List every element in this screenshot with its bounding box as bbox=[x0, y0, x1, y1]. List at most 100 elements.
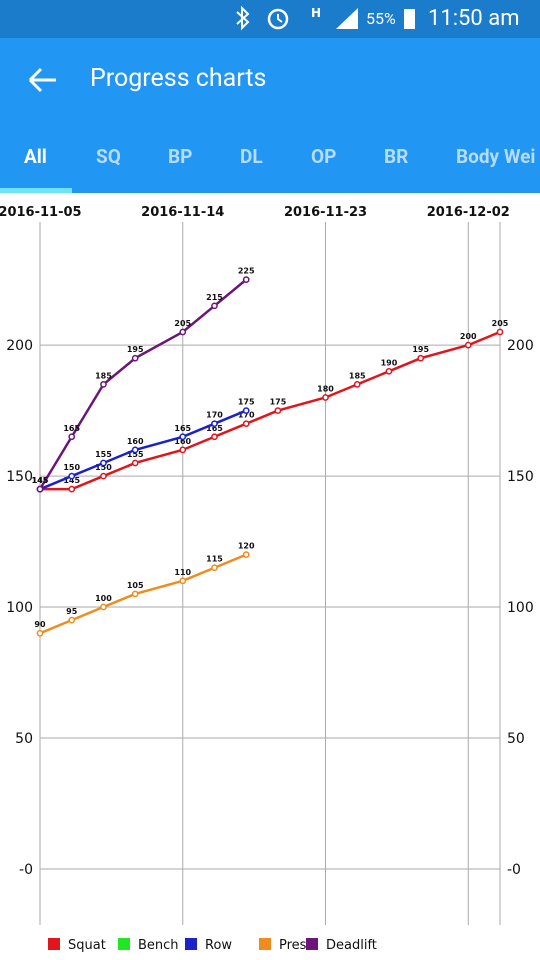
y-tick-label: 200 bbox=[6, 338, 33, 354]
data-point bbox=[353, 381, 361, 388]
data-label: 100 bbox=[95, 594, 112, 603]
legend-swatch bbox=[306, 938, 318, 950]
x-tick-label: 2016-11-05 bbox=[0, 205, 82, 220]
data-label: 185 bbox=[349, 371, 366, 380]
data-point bbox=[211, 302, 218, 310]
y-tick-label: 50 bbox=[15, 731, 33, 747]
data-point bbox=[36, 629, 44, 637]
data-point bbox=[242, 551, 250, 558]
data-point bbox=[179, 577, 187, 585]
data-point bbox=[100, 381, 107, 388]
back-button[interactable] bbox=[24, 60, 64, 100]
data-point bbox=[131, 459, 139, 467]
y-tick-label-right: -0 bbox=[507, 862, 521, 878]
data-point bbox=[131, 446, 139, 454]
data-point bbox=[274, 407, 282, 414]
network-type: H bbox=[311, 6, 321, 20]
data-point bbox=[211, 564, 218, 572]
legend-swatch bbox=[185, 938, 197, 950]
data-point bbox=[242, 276, 250, 283]
data-label: 175 bbox=[238, 398, 255, 407]
clock: 11:50 am bbox=[428, 6, 520, 31]
tab[interactable]: BR bbox=[384, 145, 409, 168]
tab[interactable]: BP bbox=[168, 145, 193, 168]
data-label: 105 bbox=[127, 581, 144, 590]
data-label: 160 bbox=[127, 437, 144, 446]
data-label: 120 bbox=[238, 542, 255, 551]
x-tick-label: 2016-11-14 bbox=[141, 205, 224, 220]
battery-icon bbox=[404, 9, 415, 29]
data-label: 190 bbox=[381, 358, 398, 367]
data-label: 185 bbox=[95, 371, 112, 380]
data-point bbox=[417, 354, 425, 362]
battery-level: 55% bbox=[366, 9, 396, 28]
data-point bbox=[211, 420, 218, 428]
tab[interactable]: SQ bbox=[96, 145, 121, 168]
tab-indicator bbox=[0, 188, 72, 193]
y-tick-label-right: 100 bbox=[507, 600, 534, 616]
legend-label: Bench bbox=[138, 938, 179, 953]
data-point bbox=[179, 328, 187, 336]
legend-swatch bbox=[118, 938, 130, 950]
tab[interactable]: OP bbox=[311, 145, 337, 168]
y-tick-label-right: 200 bbox=[507, 338, 534, 354]
y-tick-label-right: 150 bbox=[507, 469, 534, 485]
signal-icon bbox=[336, 8, 358, 29]
data-point bbox=[131, 590, 139, 598]
data-label: 170 bbox=[238, 411, 255, 420]
legend-label: Squat bbox=[68, 938, 106, 953]
y-tick-label: 100 bbox=[6, 600, 33, 616]
series-line bbox=[40, 330, 501, 491]
y-tick-label-right: 50 bbox=[507, 731, 525, 747]
data-point bbox=[68, 433, 76, 441]
data-label: 150 bbox=[95, 463, 112, 472]
alarm-icon bbox=[267, 8, 289, 30]
data-label: 225 bbox=[238, 267, 255, 276]
bluetooth-icon bbox=[236, 5, 250, 31]
data-label: 90 bbox=[34, 620, 46, 629]
data-point bbox=[242, 407, 250, 414]
tab[interactable]: DL bbox=[240, 145, 263, 168]
data-point bbox=[131, 354, 139, 362]
legend-swatch bbox=[48, 938, 60, 950]
data-point bbox=[211, 433, 218, 441]
data-point bbox=[242, 420, 250, 428]
status-bar: H 55% 11:50 am bbox=[0, 0, 540, 38]
data-point bbox=[100, 472, 107, 480]
data-point bbox=[100, 459, 107, 467]
status-icons: H bbox=[236, 5, 415, 31]
data-point bbox=[36, 485, 44, 493]
data-point bbox=[100, 603, 107, 611]
data-point bbox=[68, 472, 76, 480]
x-tick-label: 2016-11-23 bbox=[284, 205, 367, 220]
tab[interactable]: Body Wei bbox=[456, 145, 536, 168]
x-tick-label: 2016-12-02 bbox=[427, 205, 510, 220]
data-label: 165 bbox=[174, 424, 191, 433]
data-label: 145 bbox=[32, 476, 49, 485]
data-label: 165 bbox=[63, 424, 80, 433]
data-label: 145 bbox=[32, 476, 49, 485]
alarm-hands bbox=[277, 14, 283, 23]
chart: 2016-11-05 2016-11-14 2016-11-23 2016-12-02… bbox=[0, 205, 534, 953]
data-point bbox=[464, 341, 472, 349]
data-label: 95 bbox=[66, 607, 78, 616]
y-tick-label: 150 bbox=[6, 469, 33, 485]
data-label: 175 bbox=[270, 398, 287, 407]
data-label: 195 bbox=[127, 345, 144, 354]
data-label: 155 bbox=[95, 450, 112, 459]
data-point bbox=[68, 616, 76, 624]
data-point bbox=[322, 394, 329, 401]
data-label: 170 bbox=[206, 411, 223, 420]
legend-label: Press bbox=[279, 938, 313, 953]
data-label: 145 bbox=[32, 476, 49, 485]
app-bar: Progress charts All SQ BP DL OP BR Body Wei bbox=[0, 38, 540, 193]
data-label: 215 bbox=[206, 293, 223, 302]
y-tick-label: -0 bbox=[19, 862, 33, 878]
data-label: 205 bbox=[492, 319, 509, 328]
tab-bar: All SQ BP DL OP BR Body Wei bbox=[0, 135, 540, 193]
data-point bbox=[496, 328, 504, 336]
data-label: 205 bbox=[174, 319, 191, 328]
app-title: Progress charts bbox=[90, 64, 267, 93]
tab[interactable]: All bbox=[24, 145, 47, 168]
